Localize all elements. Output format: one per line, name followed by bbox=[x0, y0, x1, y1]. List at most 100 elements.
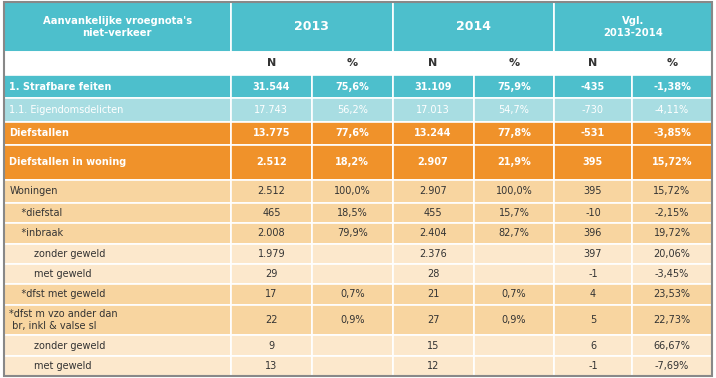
Bar bbox=[4, 243, 231, 264]
Text: 21: 21 bbox=[427, 290, 440, 299]
Text: 22: 22 bbox=[265, 315, 278, 325]
Text: 15,72%: 15,72% bbox=[654, 186, 690, 196]
Bar bbox=[632, 335, 712, 356]
Bar bbox=[311, 335, 392, 356]
Bar bbox=[554, 75, 632, 98]
Bar bbox=[311, 98, 392, 122]
Bar bbox=[632, 305, 712, 335]
Bar bbox=[554, 284, 632, 305]
Bar bbox=[392, 180, 473, 203]
Text: 15,7%: 15,7% bbox=[498, 208, 529, 218]
Text: 0,7%: 0,7% bbox=[502, 290, 526, 299]
Bar bbox=[392, 243, 473, 264]
Text: 2.512: 2.512 bbox=[257, 186, 285, 196]
Bar bbox=[231, 180, 311, 203]
Text: *dfst met geweld: *dfst met geweld bbox=[9, 290, 106, 299]
Text: 2013: 2013 bbox=[294, 20, 329, 33]
Text: 23,53%: 23,53% bbox=[654, 290, 690, 299]
Text: 2014: 2014 bbox=[456, 20, 491, 33]
Text: 2.404: 2.404 bbox=[420, 228, 447, 239]
Text: -435: -435 bbox=[581, 82, 605, 91]
Bar bbox=[231, 51, 311, 75]
Bar bbox=[392, 98, 473, 122]
Bar bbox=[231, 145, 311, 180]
Bar bbox=[311, 203, 392, 223]
Text: 395: 395 bbox=[583, 157, 603, 167]
Bar bbox=[311, 264, 392, 284]
Text: 20,06%: 20,06% bbox=[654, 249, 690, 259]
Text: 396: 396 bbox=[584, 228, 602, 239]
Bar bbox=[473, 75, 554, 98]
Text: N: N bbox=[266, 58, 276, 68]
Text: *dfst m vzo ander dan
 br, inkl & valse sl: *dfst m vzo ander dan br, inkl & valse s… bbox=[9, 309, 118, 331]
Text: 2.008: 2.008 bbox=[258, 228, 285, 239]
Bar bbox=[632, 243, 712, 264]
Text: 82,7%: 82,7% bbox=[498, 228, 529, 239]
Bar bbox=[231, 243, 311, 264]
Bar bbox=[554, 145, 632, 180]
Bar bbox=[632, 284, 712, 305]
Bar bbox=[473, 203, 554, 223]
Bar bbox=[231, 203, 311, 223]
Bar bbox=[4, 264, 231, 284]
Bar bbox=[473, 305, 554, 335]
Text: Diefstallen in woning: Diefstallen in woning bbox=[9, 157, 127, 167]
Bar bbox=[392, 145, 473, 180]
Text: 28: 28 bbox=[427, 269, 440, 279]
Bar bbox=[392, 305, 473, 335]
Bar bbox=[554, 122, 632, 145]
Bar bbox=[311, 51, 392, 75]
Bar bbox=[231, 223, 311, 243]
Bar bbox=[311, 180, 392, 203]
Text: 100,0%: 100,0% bbox=[334, 186, 371, 196]
Text: -1: -1 bbox=[588, 269, 598, 279]
Text: 18,2%: 18,2% bbox=[335, 157, 369, 167]
Bar bbox=[4, 98, 231, 122]
Text: 4: 4 bbox=[590, 290, 596, 299]
Bar bbox=[632, 180, 712, 203]
Text: 1.979: 1.979 bbox=[258, 249, 285, 259]
Bar bbox=[473, 264, 554, 284]
Bar bbox=[632, 264, 712, 284]
Text: Diefstallen: Diefstallen bbox=[9, 128, 69, 138]
Bar bbox=[473, 243, 554, 264]
Bar bbox=[231, 75, 311, 98]
Text: 77,8%: 77,8% bbox=[497, 128, 531, 138]
Bar bbox=[392, 51, 473, 75]
Text: 2.376: 2.376 bbox=[420, 249, 447, 259]
Text: 75,9%: 75,9% bbox=[497, 82, 531, 91]
Bar bbox=[4, 122, 231, 145]
Bar bbox=[473, 98, 554, 122]
Bar bbox=[554, 51, 632, 75]
Bar bbox=[392, 223, 473, 243]
Bar bbox=[4, 203, 231, 223]
Bar bbox=[311, 243, 392, 264]
Text: 5: 5 bbox=[590, 315, 596, 325]
Bar bbox=[554, 335, 632, 356]
Bar bbox=[392, 335, 473, 356]
Text: 9: 9 bbox=[268, 341, 274, 351]
Text: 2.907: 2.907 bbox=[420, 186, 447, 196]
Text: -7,69%: -7,69% bbox=[655, 361, 689, 371]
Text: *inbraak: *inbraak bbox=[9, 228, 64, 239]
Bar bbox=[554, 243, 632, 264]
Bar bbox=[632, 223, 712, 243]
Bar bbox=[473, 356, 554, 376]
Text: 0,7%: 0,7% bbox=[340, 290, 364, 299]
Bar bbox=[554, 180, 632, 203]
Text: 31.544: 31.544 bbox=[253, 82, 290, 91]
Text: N: N bbox=[589, 58, 598, 68]
Bar bbox=[311, 284, 392, 305]
Bar bbox=[4, 284, 231, 305]
Text: N: N bbox=[428, 58, 437, 68]
Bar bbox=[632, 356, 712, 376]
Bar bbox=[311, 122, 392, 145]
Text: 397: 397 bbox=[584, 249, 602, 259]
Bar bbox=[4, 335, 231, 356]
Text: -2,15%: -2,15% bbox=[655, 208, 690, 218]
Text: %: % bbox=[347, 58, 358, 68]
Text: 465: 465 bbox=[262, 208, 281, 218]
Text: 13.244: 13.244 bbox=[415, 128, 452, 138]
Text: 6: 6 bbox=[590, 341, 596, 351]
Text: 19,72%: 19,72% bbox=[654, 228, 690, 239]
